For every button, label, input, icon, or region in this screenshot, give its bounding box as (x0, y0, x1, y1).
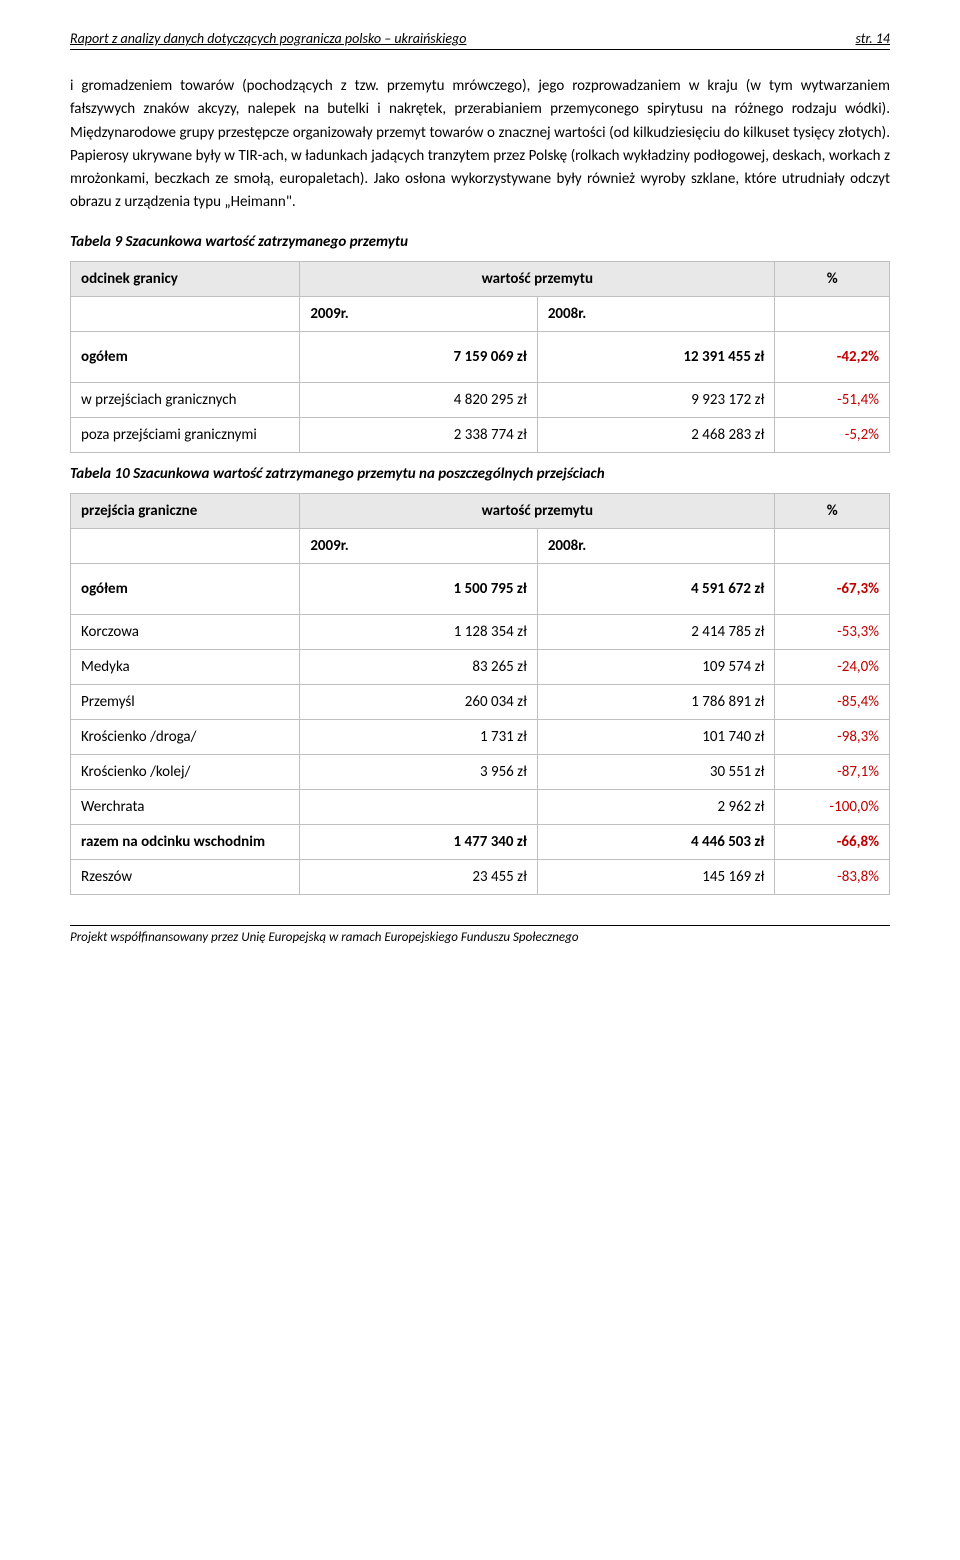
row-val-2008: 9 923 172 zł (537, 382, 775, 417)
row-pct: -53,3% (775, 614, 890, 649)
t10-sub-y2: 2008r. (537, 528, 775, 563)
table-row: Korczowa1 128 354 zł2 414 785 zł-53,3% (71, 614, 890, 649)
row-val-2008: 12 391 455 zł (537, 331, 775, 382)
row-val-2008: 101 740 zł (537, 719, 775, 754)
t10-head-col2: wartość przemytu (300, 493, 775, 528)
header-page: str. 14 (855, 30, 890, 47)
row-val-2009: 7 159 069 zł (300, 331, 538, 382)
table-row: Przemyśl260 034 zł1 786 891 zł-85,4% (71, 684, 890, 719)
row-label: w przejściach granicznych (71, 382, 300, 417)
row-label: Przemyśl (71, 684, 300, 719)
row-val-2008: 30 551 zł (537, 754, 775, 789)
table9: odcinek granicy wartość przemytu % 2009r… (70, 261, 890, 453)
row-label: Werchrata (71, 789, 300, 824)
row-val-2009: 1 731 zł (300, 719, 538, 754)
row-pct: -51,4% (775, 382, 890, 417)
row-pct: -85,4% (775, 684, 890, 719)
t9-sub-y1: 2009r. (300, 296, 538, 331)
page-footer: Projekt współfinansowany przez Unię Euro… (70, 925, 890, 945)
row-val-2008: 4 591 672 zł (537, 563, 775, 614)
table-row: ogółem1 500 795 zł4 591 672 zł-67,3% (71, 563, 890, 614)
t10-sub-blank2 (775, 528, 890, 563)
table-row: ogółem7 159 069 zł12 391 455 zł-42,2% (71, 331, 890, 382)
row-val-2008: 145 169 zł (537, 859, 775, 894)
row-pct: -100,0% (775, 789, 890, 824)
table-row: Rzeszów23 455 zł145 169 zł-83,8% (71, 859, 890, 894)
row-pct: -98,3% (775, 719, 890, 754)
header-title: Raport z analizy danych dotyczących pogr… (70, 30, 466, 47)
row-val-2009: 260 034 zł (300, 684, 538, 719)
row-val-2009: 4 820 295 zł (300, 382, 538, 417)
row-val-2009: 2 338 774 zł (300, 417, 538, 452)
row-val-2009: 3 956 zł (300, 754, 538, 789)
t10-head-col3: % (775, 493, 890, 528)
row-val-2009: 23 455 zł (300, 859, 538, 894)
t10-sub-blank (71, 528, 300, 563)
table-row: Werchrata 2 962 zł-100,0% (71, 789, 890, 824)
row-val-2009: 1 500 795 zł (300, 563, 538, 614)
row-val-2008: 1 786 891 zł (537, 684, 775, 719)
body-paragraph: i gromadzeniem towarów (pochodzących z t… (70, 75, 890, 215)
row-pct: -87,1% (775, 754, 890, 789)
table10: przejścia graniczne wartość przemytu % 2… (70, 493, 890, 895)
row-pct: -42,2% (775, 331, 890, 382)
row-val-2009: 1 128 354 zł (300, 614, 538, 649)
row-label: Medyka (71, 649, 300, 684)
table9-caption: Tabela 9 Szacunkowa wartość zatrzymanego… (70, 233, 890, 251)
row-label: Krościenko /droga/ (71, 719, 300, 754)
table-row: Medyka83 265 zł109 574 zł-24,0% (71, 649, 890, 684)
row-pct: -83,8% (775, 859, 890, 894)
row-label: ogółem (71, 331, 300, 382)
t9-head-col2: wartość przemytu (300, 261, 775, 296)
t9-sub-y2: 2008r. (537, 296, 775, 331)
table-row: Krościenko /droga/1 731 zł101 740 zł-98,… (71, 719, 890, 754)
row-val-2009 (300, 789, 538, 824)
page-header: Raport z analizy danych dotyczących pogr… (70, 30, 890, 50)
row-pct: -66,8% (775, 824, 890, 859)
row-pct: -67,3% (775, 563, 890, 614)
table-row: poza przejściami granicznymi2 338 774 zł… (71, 417, 890, 452)
row-label: poza przejściami granicznymi (71, 417, 300, 452)
row-val-2009: 83 265 zł (300, 649, 538, 684)
t9-head-col1: odcinek granicy (71, 261, 300, 296)
t10-sub-y1: 2009r. (300, 528, 538, 563)
row-val-2008: 109 574 zł (537, 649, 775, 684)
t10-head-col1: przejścia graniczne (71, 493, 300, 528)
t9-sub-blank (71, 296, 300, 331)
row-val-2009: 1 477 340 zł (300, 824, 538, 859)
row-label: Krościenko /kolej/ (71, 754, 300, 789)
row-label: ogółem (71, 563, 300, 614)
row-val-2008: 2 468 283 zł (537, 417, 775, 452)
t9-head-col3: % (775, 261, 890, 296)
row-pct: -24,0% (775, 649, 890, 684)
row-val-2008: 4 446 503 zł (537, 824, 775, 859)
row-label: razem na odcinku wschodnim (71, 824, 300, 859)
table-row: razem na odcinku wschodnim1 477 340 zł4 … (71, 824, 890, 859)
table-row: w przejściach granicznych4 820 295 zł9 9… (71, 382, 890, 417)
row-label: Rzeszów (71, 859, 300, 894)
table-row: Krościenko /kolej/3 956 zł30 551 zł-87,1… (71, 754, 890, 789)
row-val-2008: 2 962 zł (537, 789, 775, 824)
t9-sub-blank2 (775, 296, 890, 331)
row-label: Korczowa (71, 614, 300, 649)
row-val-2008: 2 414 785 zł (537, 614, 775, 649)
row-pct: -5,2% (775, 417, 890, 452)
table10-caption: Tabela 10 Szacunkowa wartość zatrzymaneg… (70, 465, 890, 483)
